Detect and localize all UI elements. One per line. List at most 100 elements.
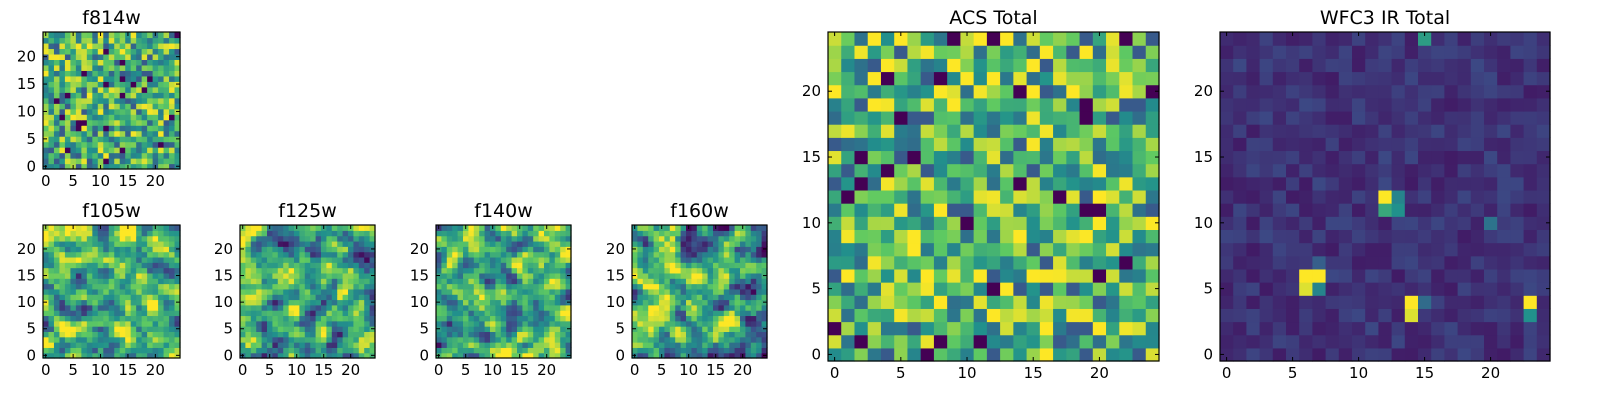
heatmap-cell <box>854 229 869 244</box>
heatmap-cell <box>125 240 132 247</box>
heatmap-cell <box>125 114 132 121</box>
heatmap-cell <box>267 342 273 348</box>
heatmap-cell <box>745 352 752 359</box>
heatmap-cell <box>1470 71 1485 86</box>
heatmap-cell <box>125 103 132 110</box>
heatmap-cell <box>729 225 736 231</box>
heatmap-cell <box>696 225 703 231</box>
heatmap-cell <box>554 235 561 242</box>
heatmap-cell <box>560 331 567 338</box>
heatmap-cell <box>659 342 665 348</box>
heatmap-cell <box>740 320 746 327</box>
heatmap-cell <box>1444 282 1459 296</box>
heatmap-cell <box>729 326 736 332</box>
heatmap-cell <box>277 246 284 253</box>
heatmap-cell <box>538 352 545 359</box>
heatmap-cell <box>130 97 137 104</box>
heatmap-cell <box>1013 71 1028 86</box>
heatmap-cell <box>169 272 176 279</box>
heatmap-cell <box>920 203 935 217</box>
heatmap-cell <box>756 251 763 258</box>
heatmap-cell <box>125 230 132 237</box>
heatmap-cell <box>158 141 165 148</box>
heatmap-cell <box>1066 97 1081 112</box>
heatmap-cell <box>490 304 496 311</box>
heatmap-cell <box>261 320 268 327</box>
heatmap-cell <box>1053 32 1067 46</box>
heatmap-cell <box>718 288 725 295</box>
heatmap-cell <box>141 251 148 258</box>
heatmap-cell <box>364 310 371 317</box>
heatmap-cell <box>59 59 66 66</box>
heatmap-cell <box>315 278 322 285</box>
heatmap-cell <box>729 320 736 327</box>
heatmap-cell <box>527 304 534 311</box>
heatmap-cell <box>174 342 181 348</box>
heatmap-cell <box>114 347 121 354</box>
heatmap-cell <box>141 246 148 253</box>
heatmap-cell <box>880 110 895 125</box>
heatmap-cell <box>152 86 159 93</box>
heatmap-cell <box>533 256 540 263</box>
heatmap-cell <box>43 347 50 354</box>
heatmap-cell <box>364 331 371 338</box>
heatmap-cell <box>331 235 338 242</box>
heatmap-cell <box>1299 203 1313 217</box>
heatmap-cell <box>1066 163 1081 178</box>
heatmap-cell <box>473 240 480 247</box>
heatmap-cell <box>158 92 165 99</box>
heatmap-cell <box>103 119 110 126</box>
heatmap-cell <box>152 304 159 311</box>
heatmap-cell <box>331 267 338 274</box>
heatmap-cell <box>642 294 649 301</box>
heatmap-cell <box>119 86 126 93</box>
heatmap-cell <box>125 53 132 60</box>
heatmap-cell <box>1145 84 1160 99</box>
heatmap-cell <box>463 304 469 311</box>
heatmap-cell <box>358 352 365 359</box>
heatmap-cell <box>43 288 50 295</box>
heatmap-cell <box>250 246 257 253</box>
heatmap-cell <box>86 130 93 137</box>
heatmap-cell <box>158 75 165 82</box>
heatmap-cell <box>353 326 360 332</box>
heatmap-cell <box>740 240 746 247</box>
heatmap-cell <box>53 114 61 121</box>
heatmap-cell <box>369 278 376 285</box>
heatmap-cell <box>933 282 948 296</box>
heatmap-cell <box>867 137 882 152</box>
heatmap-cell <box>473 336 480 343</box>
heatmap-cell <box>1523 150 1538 165</box>
heatmap-cell <box>250 326 257 332</box>
heatmap-cell <box>1013 347 1028 362</box>
heatmap-cell <box>1246 216 1261 230</box>
heatmap-cell <box>288 352 295 359</box>
heatmap-cell <box>1457 176 1472 191</box>
heatmap-cell <box>48 114 55 121</box>
heatmap-cell <box>854 163 869 178</box>
heatmap-cell <box>1338 32 1353 46</box>
heatmap-cell <box>277 262 284 269</box>
y-tick-label: 5 <box>223 320 233 338</box>
heatmap-cell <box>169 92 176 99</box>
heatmap-cell <box>1079 282 1094 296</box>
heatmap-cell <box>310 299 317 306</box>
heatmap-cell <box>119 235 126 242</box>
heatmap-cell <box>691 310 698 317</box>
heatmap-cell <box>642 320 649 327</box>
heatmap-cell <box>261 294 268 301</box>
heatmap-cell <box>691 225 698 231</box>
heatmap-cell <box>119 331 126 338</box>
heatmap-cell <box>565 225 572 231</box>
heatmap-cell <box>250 304 257 311</box>
heatmap-cell <box>358 342 365 348</box>
heatmap-cell <box>1259 58 1274 73</box>
heatmap-cell <box>1119 58 1134 73</box>
heatmap-cell <box>457 225 464 231</box>
heatmap-cell <box>108 225 115 231</box>
heatmap-cell <box>653 267 660 274</box>
heatmap-cell <box>761 294 768 301</box>
heatmap-cell <box>1391 124 1406 138</box>
heatmap-cell <box>152 310 159 317</box>
heatmap-cell <box>1523 203 1538 217</box>
